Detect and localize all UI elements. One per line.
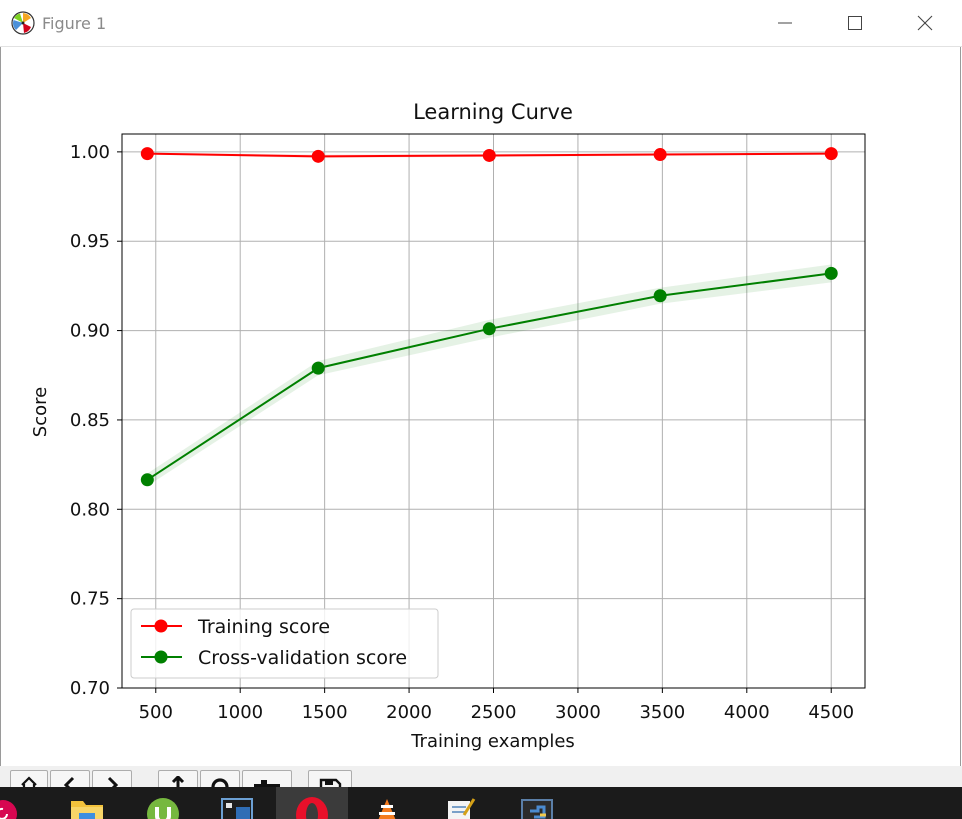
cv-score-point bbox=[653, 289, 667, 303]
window-title: Figure 1 bbox=[42, 14, 107, 33]
cv-score-point bbox=[140, 473, 154, 487]
maximize-button[interactable] bbox=[832, 0, 878, 46]
x-tick-label: 1500 bbox=[302, 702, 348, 723]
cv-score-point bbox=[482, 322, 496, 336]
training-score-point bbox=[311, 149, 325, 163]
title-divider bbox=[0, 46, 962, 47]
file-explorer-icon bbox=[71, 801, 103, 819]
y-tick-label: 0.70 bbox=[70, 678, 110, 699]
y-tick-label: 0.95 bbox=[70, 231, 110, 252]
configure-icon bbox=[254, 780, 280, 788]
minimize-button[interactable] bbox=[762, 0, 808, 46]
cv-score-band bbox=[147, 264, 832, 487]
navigation-toolbar bbox=[0, 766, 962, 788]
figure-canvas[interactable]: Learning Curve 500 1000 1500 2000 2500 3000 35… bbox=[0, 47, 962, 765]
legend-training-marker bbox=[154, 619, 168, 633]
legend-cv-label: Cross-validation score bbox=[198, 647, 407, 669]
x-tick-label: 3000 bbox=[555, 702, 601, 723]
maximize-icon bbox=[848, 16, 862, 30]
grid bbox=[122, 134, 865, 689]
x-axis-label: Training examples bbox=[410, 731, 575, 752]
training-score-point bbox=[140, 147, 154, 161]
series-lines bbox=[140, 147, 838, 487]
x-tick-label: 2500 bbox=[471, 702, 517, 723]
training-score-point bbox=[482, 148, 496, 162]
debian-icon bbox=[0, 800, 17, 819]
python-icon bbox=[521, 799, 553, 819]
taskbar-terminal[interactable] bbox=[206, 787, 266, 819]
training-score-point bbox=[824, 147, 838, 161]
y-tick-label: 0.80 bbox=[70, 499, 110, 520]
training-score-point bbox=[653, 148, 667, 162]
taskbar-opera[interactable] bbox=[276, 787, 348, 819]
y-tick-label: 1.00 bbox=[70, 142, 110, 163]
pan-icon bbox=[171, 776, 185, 788]
legend: Training score Cross-validation score bbox=[130, 608, 439, 679]
save-button[interactable] bbox=[308, 770, 352, 788]
y-tick-label: 0.75 bbox=[70, 589, 110, 610]
pan-button[interactable] bbox=[158, 770, 198, 788]
legend-training-label: Training score bbox=[197, 616, 330, 638]
minimize-icon bbox=[778, 22, 792, 24]
taskbar-vlc[interactable] bbox=[356, 787, 416, 819]
configure-button[interactable] bbox=[242, 770, 292, 788]
chart-title: Learning Curve bbox=[413, 100, 573, 124]
vlc-icon bbox=[378, 799, 396, 819]
zoom-button[interactable] bbox=[200, 770, 240, 788]
forward-button[interactable] bbox=[92, 770, 132, 788]
home-button[interactable] bbox=[10, 770, 48, 788]
x-tick-label: 500 bbox=[139, 702, 173, 723]
close-button[interactable] bbox=[902, 0, 948, 46]
x-tick-label: 3500 bbox=[639, 702, 685, 723]
y-axis-label: Score bbox=[30, 387, 51, 437]
back-icon bbox=[63, 776, 75, 788]
utorrent-icon bbox=[147, 798, 179, 819]
x-tick-label: 4500 bbox=[808, 702, 854, 723]
legend-cv-marker bbox=[154, 650, 168, 664]
x-tick-label: 2000 bbox=[386, 702, 432, 723]
taskbar bbox=[0, 787, 962, 819]
x-tick-label: 4000 bbox=[724, 702, 770, 723]
y-tick-label: 0.85 bbox=[70, 410, 110, 431]
taskbar-file-explorer[interactable] bbox=[57, 787, 117, 819]
cv-score-point bbox=[824, 266, 838, 280]
error-bands bbox=[147, 152, 832, 487]
axis-ticks: 500 1000 1500 2000 2500 3000 3500 4000 4500 0.70 0… bbox=[70, 142, 854, 723]
title-bar[interactable]: Figure 1 bbox=[0, 0, 962, 46]
matplotlib-icon bbox=[11, 11, 35, 35]
learning-curve-chart: Learning Curve 500 1000 1500 2000 2500 3000 35… bbox=[30, 100, 866, 752]
opera-icon bbox=[296, 797, 328, 819]
terminal-icon bbox=[221, 798, 253, 819]
back-button[interactable] bbox=[50, 770, 90, 788]
taskbar-python[interactable] bbox=[506, 787, 566, 819]
taskbar-debian[interactable] bbox=[0, 787, 30, 819]
x-tick-label: 1000 bbox=[217, 702, 263, 723]
forward-icon bbox=[107, 776, 119, 788]
notepad-icon bbox=[448, 798, 476, 819]
cv-score-point bbox=[311, 361, 325, 375]
y-tick-label: 0.90 bbox=[70, 321, 110, 342]
legend-box bbox=[130, 608, 439, 679]
save-icon bbox=[319, 778, 342, 788]
cv-score-line bbox=[146, 272, 832, 481]
taskbar-utorrent[interactable] bbox=[132, 787, 192, 819]
taskbar-notepad[interactable] bbox=[430, 787, 490, 819]
close-icon bbox=[917, 15, 933, 31]
